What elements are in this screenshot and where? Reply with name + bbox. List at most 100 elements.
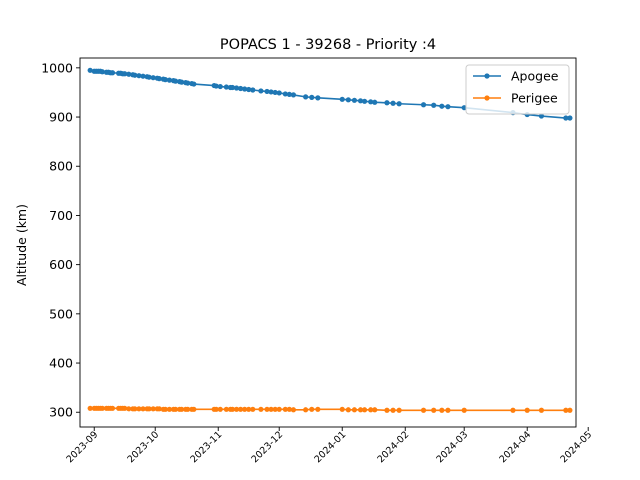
apogee-data-point [237, 85, 244, 92]
perigee-data-point [132, 406, 138, 412]
perigee-data-point [345, 407, 351, 413]
apogee-data-point [351, 97, 358, 103]
perigee-data-point [567, 407, 573, 413]
perigee-data-point [510, 407, 516, 413]
y-tick-label: 500 [49, 306, 73, 321]
perigee-data-point [461, 407, 467, 413]
apogee-data-point [567, 115, 573, 121]
perigee-data-point [303, 407, 309, 413]
legend: Apogee Perigee [465, 64, 570, 115]
perigee-data-point [140, 406, 146, 412]
apogee-data-point [233, 85, 240, 91]
chart-title: POPACS 1 - 39268 - Priority :4 [220, 37, 436, 53]
y-tick-label: 1000 [41, 60, 73, 75]
apogee-data-point [368, 99, 374, 105]
perigee-data-point [179, 406, 185, 412]
perigee-data-point [213, 406, 219, 412]
perigee-data-point [384, 407, 390, 413]
y-tick-label: 700 [49, 208, 73, 223]
perigee-data-point [282, 406, 288, 412]
perigee-data-point [563, 407, 569, 413]
perigee-data-point [361, 407, 368, 413]
apogee-data-point [361, 98, 368, 104]
perigee-data-point [87, 405, 93, 411]
apogee-data-point [286, 91, 292, 98]
apogee-data-point [264, 88, 270, 95]
apogee-data-point [185, 80, 191, 86]
perigee-data-point [99, 405, 105, 411]
perigee-data-point [445, 407, 451, 413]
apogee-data-point [146, 74, 152, 80]
apogee-data-point [445, 104, 451, 110]
apogee-data-point [372, 99, 378, 105]
perigee-data-point [250, 406, 256, 412]
apogee-data-point [162, 77, 168, 83]
perigee-data-point [431, 407, 437, 413]
apogee-data-point [136, 73, 142, 79]
perigee-data-point [191, 406, 197, 412]
perigee-data-point [233, 406, 240, 412]
apogee-data-point [339, 96, 345, 102]
apogee-data-point [191, 81, 197, 87]
perigee-data-point [268, 406, 274, 412]
perigee-data-point [524, 407, 530, 413]
apogee-data-point [150, 75, 156, 81]
perigee-data-point [357, 407, 364, 413]
perigee-data-point [339, 406, 345, 412]
perigee-data-point [439, 407, 445, 413]
apogee-data-point [563, 115, 569, 121]
apogee-data-point [303, 94, 309, 100]
apogee-data-point [345, 97, 351, 103]
apogee-data-point [223, 84, 229, 90]
apogee-data-point [217, 83, 223, 90]
perigee-data-point [286, 406, 292, 412]
perigee-data-point [172, 406, 179, 412]
apogee-data-point [290, 92, 297, 98]
apogee-data-point [272, 89, 278, 96]
apogee-data-point [213, 83, 219, 89]
apogee-data-point [250, 87, 256, 93]
apogee-data-point [357, 98, 364, 104]
perigee-data-point [264, 406, 270, 412]
apogee-data-point [132, 72, 138, 78]
apogee-data-point [126, 71, 132, 77]
y-tick-label: 900 [49, 110, 73, 125]
apogee-data-point [179, 79, 185, 85]
apogee-data-point [229, 84, 236, 91]
apogee-data-point [315, 95, 321, 101]
apogee-data-point [439, 103, 445, 109]
perigee-data-point [290, 407, 297, 413]
perigee-legend-label: Perigee [511, 91, 558, 106]
apogee-data-point [156, 76, 162, 82]
perigee-data-point [420, 407, 427, 413]
y-axis-label: Altitude (km) [14, 204, 29, 286]
perigee-data-point [166, 406, 173, 412]
apogee-data-point [538, 113, 545, 119]
perigee-data-point [272, 406, 278, 412]
apogee-data-point [140, 73, 146, 79]
y-tick-label: 300 [49, 405, 73, 420]
apogee-legend-label: Apogee [511, 69, 559, 84]
apogee-data-point [390, 100, 396, 106]
perigee-data-point [185, 406, 191, 412]
apogee-data-point [396, 101, 402, 107]
y-tick-label: 800 [49, 159, 73, 174]
perigee-data-point [351, 407, 358, 413]
apogee-data-point [172, 78, 179, 84]
y-tick-label: 400 [49, 356, 73, 371]
perigee-data-point [122, 405, 128, 411]
apogee-data-point [109, 70, 116, 76]
perigee-data-point [242, 406, 248, 412]
apogee-data-point [166, 77, 173, 83]
perigee-data-point [246, 406, 252, 412]
legend-box [465, 64, 570, 115]
perigee-data-point [109, 405, 116, 411]
perigee-data-point [223, 406, 229, 412]
apogee-data-point [258, 88, 264, 94]
perigee-legend-marker [484, 95, 490, 101]
plot-frame [79, 57, 577, 428]
apogee-data-point [268, 89, 274, 95]
apogee-data-point [431, 102, 437, 108]
perigee-data-point [396, 407, 402, 413]
